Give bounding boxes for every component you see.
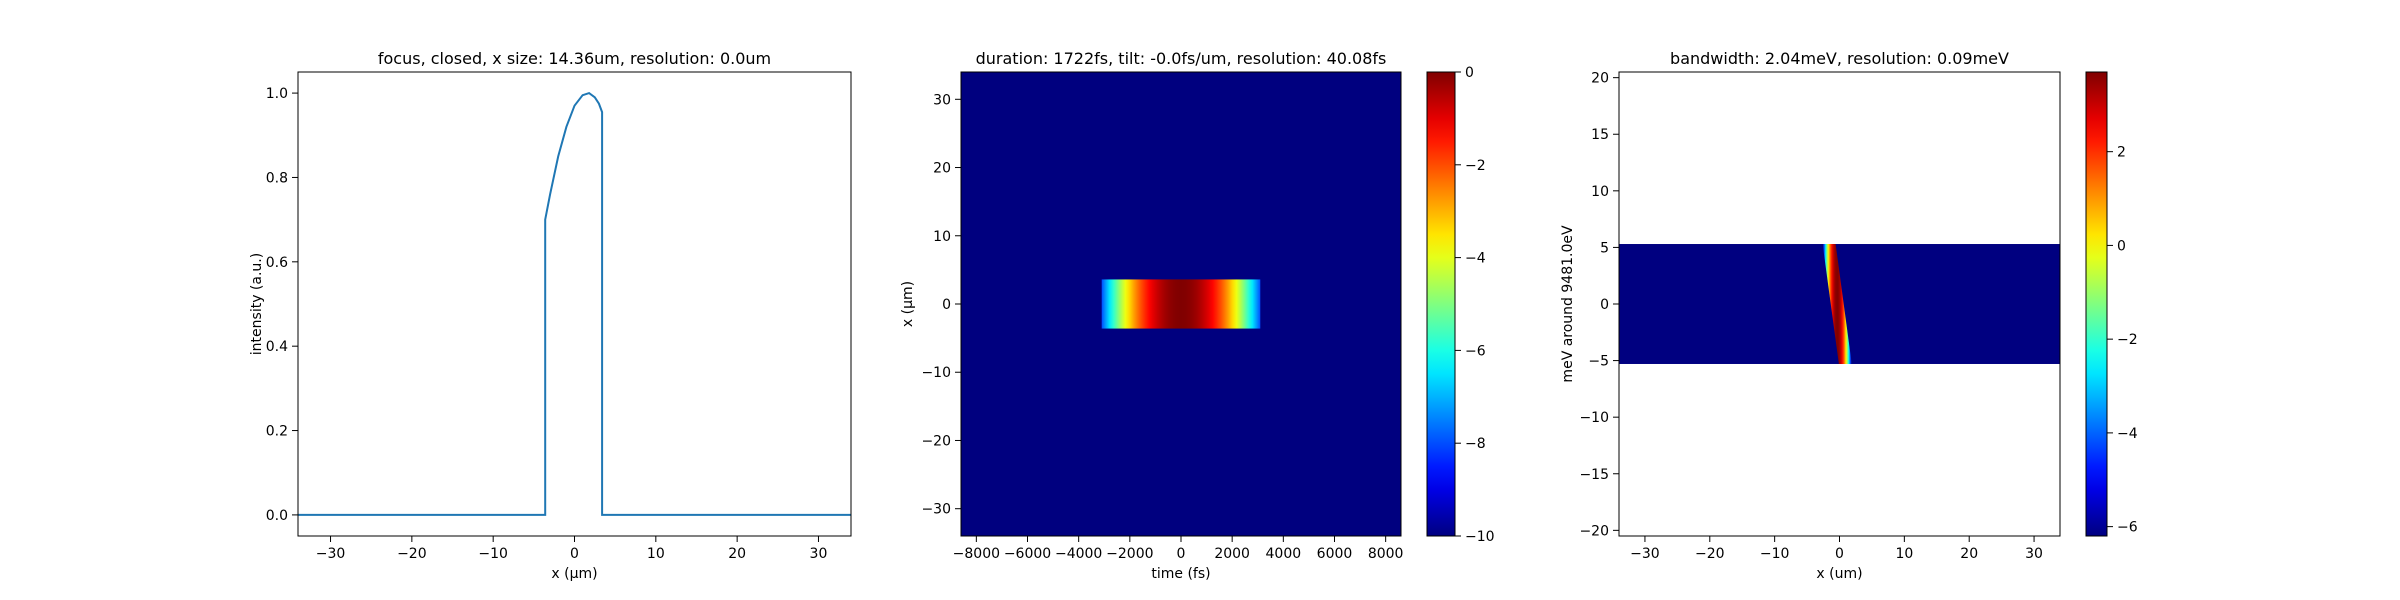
panel1-ytick-label: 0.2 [266,424,288,440]
panel3-ylabel: meV around 9481.0eV [1560,225,1576,383]
panel3-xtick-label: 30 [2025,546,2043,562]
panel3-title: bandwidth: 2.04meV, resolution: 0.09meV [1670,49,2009,68]
panel2-xtick-label: 0 [1177,546,1186,562]
intensity-series-line [298,91,851,516]
panel3-ytick-label: −20 [1579,523,1609,539]
panel1-ytick-label: 0.4 [266,339,288,355]
colorbar1-tick-label: −8 [1465,436,1486,452]
panel3-xtick-label: 20 [1960,546,1978,562]
panel1-xtick-label: 20 [728,546,746,562]
panel3-ytick-label: −10 [1579,410,1609,426]
panel-duration-heatmap: duration: 1722fs, tilt: -0.0fs/um, resol… [900,49,1495,582]
colorbar2-tick-label: −2 [2117,332,2138,348]
panel1-xtick-label: −30 [316,546,346,562]
panel2-ytick-label: −10 [921,365,951,381]
panel1-ylabel: intensity (a.u.) [249,253,265,355]
panel1-xtick-label: 30 [810,546,828,562]
panel2-ytick-label: 10 [933,229,951,245]
panel1-ytick-label: 0.8 [266,170,288,186]
panel2-xlabel: time (fs) [1151,566,1210,582]
panel1-title: focus, closed, x size: 14.36um, resoluti… [378,49,771,68]
panel2-ytick-label: 30 [933,92,951,108]
panel3-ytick-label: 15 [1591,127,1609,143]
panel3-ytick-label: −5 [1588,354,1609,370]
colorbar1-tick-label: 0 [1465,65,1474,81]
colorbar1-tick-label: −2 [1465,158,1486,174]
panel2-title: duration: 1722fs, tilt: -0.0fs/um, resol… [976,49,1387,68]
panel2-ytick-label: −20 [921,433,951,449]
panel3-ytick-label: 5 [1600,240,1609,256]
panel3-xtick-label: −30 [1630,546,1660,562]
panel2-ytick-label: 0 [942,297,951,313]
panel2-xtick-label: −8000 [953,546,1000,562]
colorbar2-tick-label: 0 [2117,238,2126,254]
panel1-ytick-label: 0.0 [266,508,288,524]
panel1-ticks: −30 −20 −10 0 10 20 30 0.0 0.2 0.4 0.6 0.8 1.0 [266,86,828,562]
panel1-marks [298,91,851,516]
panel1-plot-area [298,72,851,536]
colorbar1 [1426,71,1456,537]
colorbar2-ticks: 2 0 −2 −4 −6 [2107,145,2138,536]
panel1-xtick-label: −10 [478,546,508,562]
panel1-ytick-label: 1.0 [266,86,288,102]
pulse-heatmap-region [1101,279,1261,329]
colorbar1-tick-label: −10 [1465,529,1495,545]
spectrum-streak [1822,244,1852,364]
panel2-xtick-label: −4000 [1055,546,1102,562]
colorbar2-tick-label: 2 [2117,145,2126,161]
panel3-ticks: −30 −20 −10 0 10 20 30 −20 −15 −10 −5 0 5 10 15 20 [1579,71,2043,562]
panel3-xtick-label: 10 [1895,546,1913,562]
panel1-xtick-label: 10 [647,546,665,562]
panel1-xtick-label: −20 [397,546,427,562]
panel3-ytick-label: −15 [1579,467,1609,483]
colorbar1-ticks: 0 −2 −4 −6 −8 −10 [1455,65,1495,545]
panel1-ytick-label: 0.6 [266,255,288,271]
panel3-xtick-label: 0 [1835,546,1844,562]
colorbar2-tick-label: −6 [2117,520,2138,536]
panel3-xlabel: x (um) [1816,566,1862,582]
panel2-xtick-label: 8000 [1368,546,1404,562]
panel-intensity-focus: focus, closed, x size: 14.36um, resoluti… [249,49,852,582]
colorbar1-tick-label: −6 [1465,343,1486,359]
panel-bandwidth-heatmap: bandwidth: 2.04meV, resolution: 0.09meV … [1560,49,2138,582]
panel2-xtick-label: 2000 [1214,546,1250,562]
colorbar2-tick-label: −4 [2117,426,2138,442]
panel2-xtick-label: −2000 [1106,546,1153,562]
colorbar2 [2085,71,2108,537]
panel3-xtick-label: −10 [1760,546,1790,562]
panel2-ylabel: x (μm) [900,281,916,327]
panel2-ytick-label: −30 [921,502,951,518]
panel2-xtick-label: 6000 [1317,546,1353,562]
panel3-ytick-label: 10 [1591,184,1609,200]
colorbar1-tick-label: −4 [1465,251,1486,267]
panel3-marks [1619,244,2060,364]
panel3-ytick-label: 20 [1591,71,1609,87]
panel3-xtick-label: −20 [1695,546,1725,562]
panel2-ytick-label: 20 [933,161,951,177]
panel3-ytick-label: 0 [1600,297,1609,313]
panel2-marks [1101,279,1261,329]
panel2-ticks: −8000 −6000 −4000 −2000 0 2000 4000 6000 8000 −30… [921,92,1403,562]
panel1-xtick-label: 0 [570,546,579,562]
panel2-xtick-label: 4000 [1266,546,1302,562]
panel2-xtick-label: −6000 [1004,546,1051,562]
panel1-xlabel: x (μm) [551,566,597,582]
